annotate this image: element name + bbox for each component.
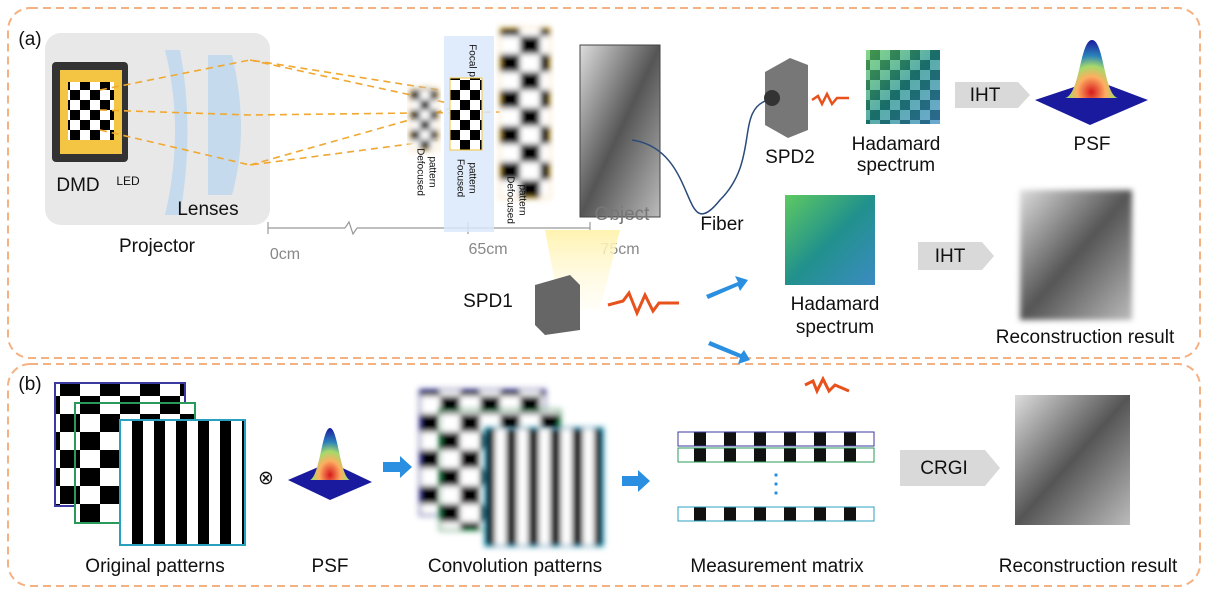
spectrum-label: spectrum [857,155,935,176]
fiber-label: Fiber [700,214,744,235]
focused-pattern [450,78,482,150]
spectrum-label: Hadamard [791,294,880,315]
spectrum-label: Hadamard [852,134,941,155]
signal [805,379,849,391]
distance-label: 65cm [468,241,507,258]
distance-scale [268,222,590,234]
measurement-row [678,448,874,462]
spd1-label: SPD1 [463,291,513,312]
operator: ⊗ [258,468,274,489]
arrow [622,470,650,492]
method-label: CRGI [920,458,968,479]
signal [812,94,849,104]
convolution-pattern [485,428,603,546]
method-label: IHT [970,85,1001,106]
arrow [706,276,748,299]
lenses-label: Lenses [177,199,238,220]
pattern-label: Defocused [414,148,425,196]
step-label: Convolution patterns [428,556,602,577]
figure: (a) DMD LED Lenses Projector 0cm 65cm 75… [0,0,1208,591]
step-label: PSF [312,556,349,577]
pattern-label: pattern [466,162,477,193]
spectrum-label: spectrum [796,317,874,338]
dmd-label: DMD [56,175,99,196]
projector-label: Projector [119,236,196,257]
distance-label: 0cm [270,246,300,263]
psf-peak [310,428,350,480]
spd1 [535,275,580,335]
panel-label: (b) [18,374,41,395]
pattern-label: pattern [516,184,527,215]
result-label: Reconstruction result [999,556,1178,577]
psf-label: PSF [1074,134,1111,155]
original-pattern [120,420,245,545]
step-label: Original patterns [85,556,224,577]
led-label: LED [116,174,140,188]
reconstruction-image [1020,190,1132,320]
step-label: Measurement matrix [690,556,864,577]
panel-label: (a) [18,29,41,50]
signal [608,293,679,313]
hadamard-spectrum [785,195,875,285]
pattern-label: Defocused [504,176,515,224]
reconstruction-image [1015,395,1130,525]
spd2-lens [764,90,780,106]
measurement-row [678,432,874,446]
result-label: Reconstruction result [996,327,1175,348]
dmd-pattern [68,82,114,140]
defocused-pattern [410,88,438,150]
object-image [580,45,660,217]
arrow [708,341,750,364]
hadamard-texture [866,50,940,124]
measurement-row [678,507,874,521]
spd2-label: SPD2 [765,147,815,168]
pattern-label: pattern [426,156,437,187]
pattern-label: Focused [454,159,465,197]
lens [208,55,241,195]
arrow [383,456,412,478]
ellipsis-dots [774,473,777,494]
object-label: Object [595,204,651,225]
defocused-pattern [500,28,550,198]
method-label: IHT [935,246,966,267]
